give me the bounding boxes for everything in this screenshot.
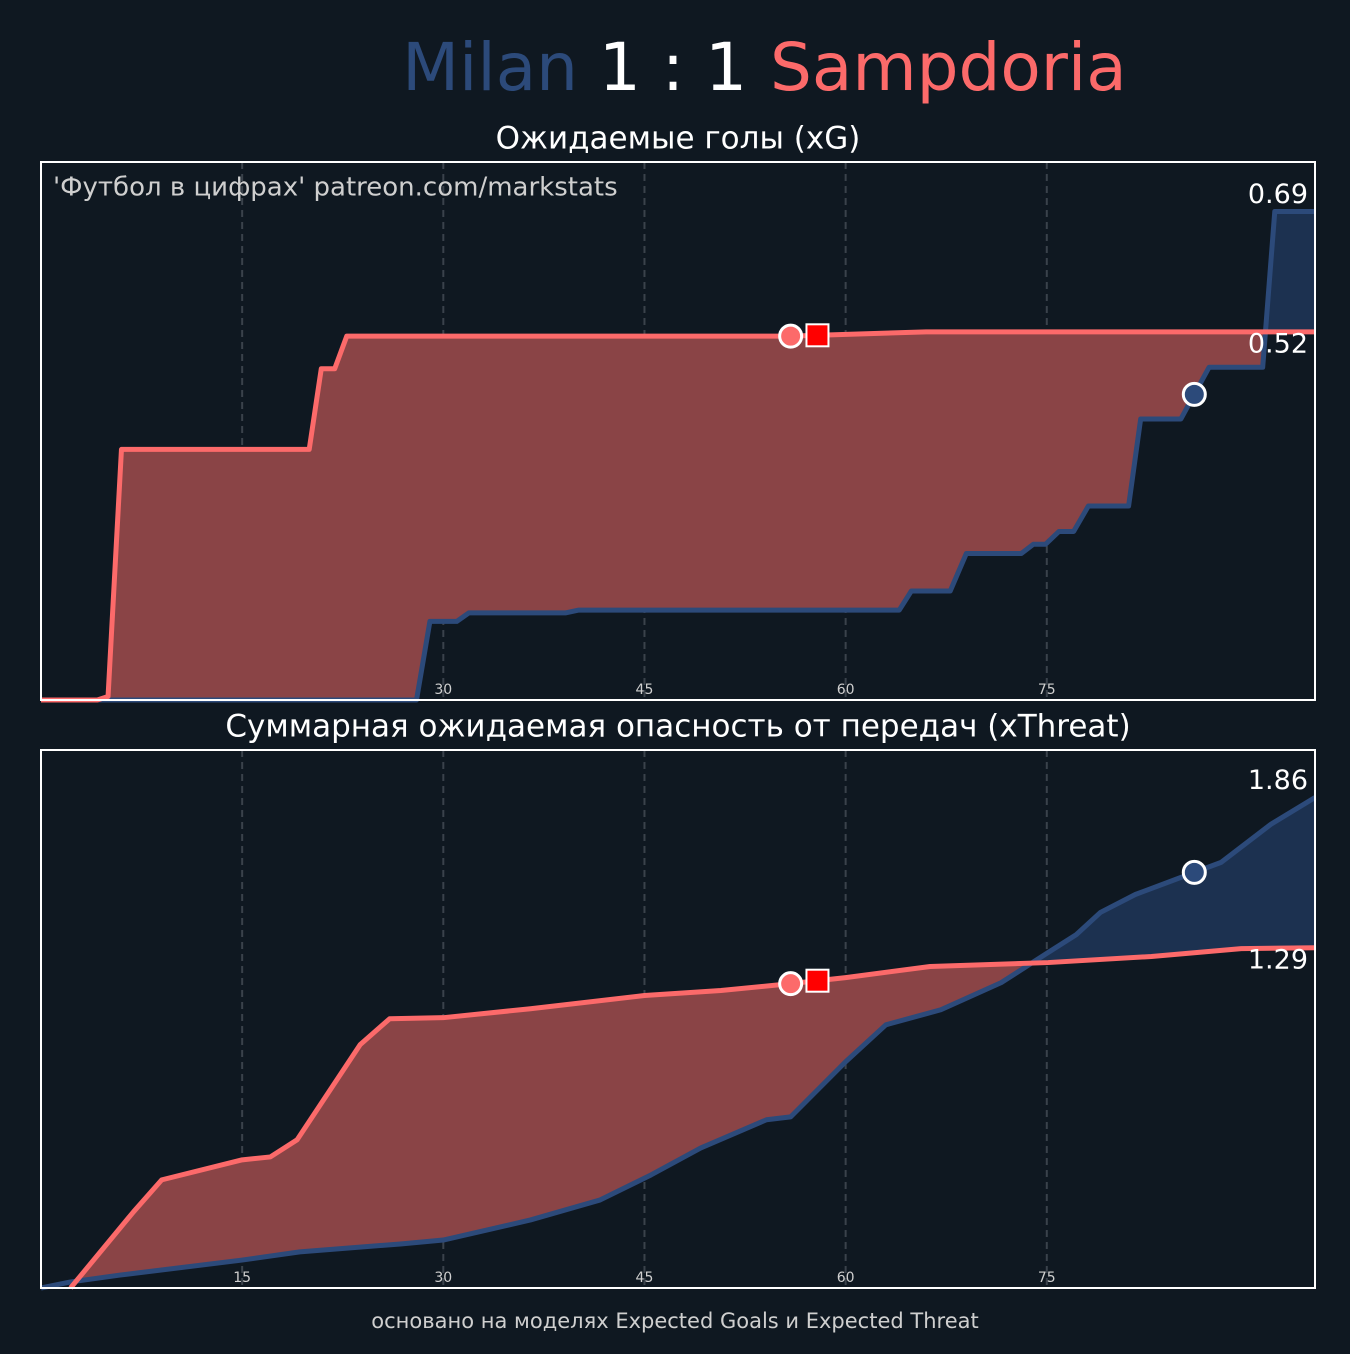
chart-title: Суммарная ожидаемая опасность от передач… xyxy=(225,709,1130,745)
end-value-label: 0.69 xyxy=(1248,179,1308,210)
x-tick-label: 15 xyxy=(233,1270,251,1286)
plot-frame xyxy=(40,749,1316,1289)
area-fill xyxy=(70,947,1315,1288)
goal-marker xyxy=(1181,859,1207,885)
x-tick-label: 45 xyxy=(636,1270,654,1286)
end-value-label: 0.52 xyxy=(1248,328,1308,359)
footer: основано на моделях Expected Goals и Exp… xyxy=(371,1309,978,1333)
score: 1 : 1 xyxy=(599,29,747,106)
end-value-label: 1.29 xyxy=(1248,944,1308,975)
x-tick-label: 60 xyxy=(837,1270,855,1286)
x-tick-label: 75 xyxy=(1038,682,1056,698)
goal-marker xyxy=(778,971,804,997)
goal-marker xyxy=(778,323,804,349)
series-line xyxy=(68,945,1316,1290)
annotation: 'Футбол в цифрах' patreon.com/markstats xyxy=(53,173,618,203)
x-tick-label: 60 xyxy=(837,682,855,698)
red-card-marker xyxy=(805,968,830,993)
series-line xyxy=(41,329,1315,703)
area-fill xyxy=(41,331,1315,700)
x-tick-label: 75 xyxy=(1038,1270,1056,1286)
end-value-label: 1.86 xyxy=(1248,765,1308,796)
x-tick-label: 30 xyxy=(434,682,452,698)
plot-frame xyxy=(40,161,1316,701)
red-card-marker xyxy=(805,323,830,348)
chart-title: Ожидаемые голы (xG) xyxy=(496,121,861,157)
home-team: Milan xyxy=(402,29,578,106)
x-tick-label: 45 xyxy=(636,682,654,698)
series-line xyxy=(40,795,1317,1291)
x-tick-label: 30 xyxy=(434,1270,452,1286)
series-line xyxy=(41,209,1315,703)
away-team: Sampdoria xyxy=(770,29,1127,106)
goal-marker xyxy=(1181,381,1207,407)
